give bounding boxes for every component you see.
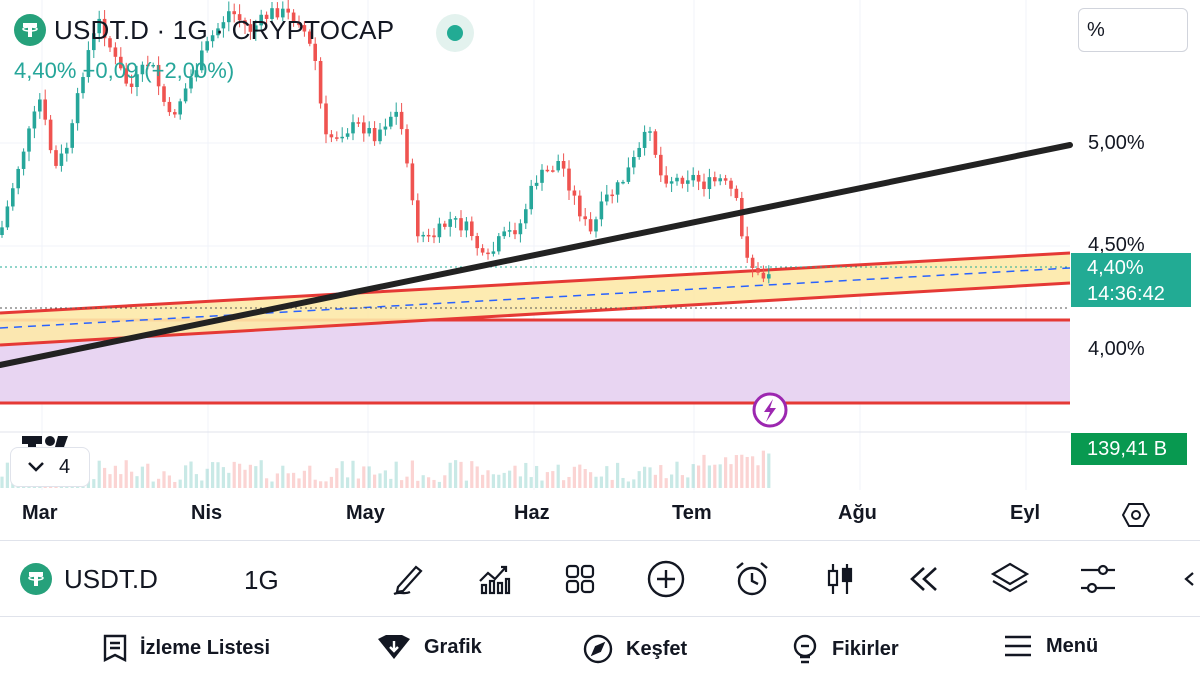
percent-scale-button[interactable]: % xyxy=(1078,8,1188,52)
volume-bars xyxy=(0,450,771,488)
channel-mid-line xyxy=(0,267,1071,329)
templates-icon[interactable] xyxy=(560,559,600,599)
toolbar-symbol: USDT.D xyxy=(64,563,158,594)
candle-style-icon[interactable] xyxy=(820,559,860,599)
channel-lower-line xyxy=(0,281,1071,347)
time-label-eyl: Eyl xyxy=(1010,502,1041,524)
price-change: 4,40% +0,09 (+2,00%) xyxy=(14,58,235,83)
time-label-agu: Ağu xyxy=(838,502,877,524)
nav-menu[interactable]: Menü xyxy=(1002,633,1098,659)
indicators-collapse-button[interactable]: 4 xyxy=(10,447,90,487)
time-label-mar: Mar xyxy=(22,502,58,524)
time-label-nis: Nis xyxy=(191,502,223,524)
nav-explore[interactable]: Keşfet xyxy=(582,633,687,665)
lightbulb-icon xyxy=(793,634,817,664)
nav-watchlist-label: İzleme Listesi xyxy=(140,636,271,659)
market-status-icon[interactable] xyxy=(436,14,474,52)
black-trend-line xyxy=(0,142,1073,368)
current-price: 4,40% xyxy=(1087,257,1144,279)
flash-marker-icon[interactable] xyxy=(752,392,788,428)
nav-menu-label: Menü xyxy=(1046,634,1099,657)
nav-explore-label: Keşfet xyxy=(626,637,688,660)
chart-title[interactable]: USDT.D · 1G · CRYPTOCAP xyxy=(54,14,395,45)
chart-toolbar: USDT.D 1G xyxy=(0,540,1200,617)
time-label-haz: Haz xyxy=(514,502,550,524)
price-chart[interactable] xyxy=(0,0,1200,540)
nav-watchlist[interactable]: İzleme Listesi xyxy=(102,633,270,663)
watchlist-icon xyxy=(103,634,127,662)
draw-icon[interactable] xyxy=(388,559,428,599)
price-label-4: 4,00% xyxy=(1088,338,1145,360)
nav-chart[interactable]: Grafik xyxy=(376,633,482,661)
add-icon[interactable] xyxy=(646,559,686,599)
candles xyxy=(0,0,771,284)
price-label-5: 5,00% xyxy=(1088,132,1145,154)
time-label-tem: Tem xyxy=(672,502,712,524)
indicator-count: 4 xyxy=(59,455,71,478)
hamburger-icon xyxy=(1005,635,1031,657)
replay-icon[interactable] xyxy=(904,559,944,599)
volume-tag: 139,41 B xyxy=(1071,433,1187,465)
bottom-navigation: İzleme Listesi Grafik Keşfet Fikirler Me… xyxy=(0,616,1200,676)
chevron-left-icon[interactable] xyxy=(1176,559,1200,599)
symbol-header: USDT.D · 1G · CRYPTOCAP xyxy=(14,14,394,46)
chart-settings-icon[interactable] xyxy=(1121,502,1151,533)
channel-upper-line xyxy=(0,251,1071,315)
layers-icon[interactable] xyxy=(990,559,1030,599)
interval-selector[interactable]: 1G xyxy=(244,565,279,595)
compass-icon xyxy=(583,634,613,664)
symbol-selector[interactable]: USDT.D xyxy=(20,563,158,595)
tether-logo-icon xyxy=(20,563,52,595)
chart-nav-icon xyxy=(378,635,410,659)
price-label-45: 4,50% xyxy=(1088,234,1145,256)
current-price-tag: 4,40% 14:36:42 xyxy=(1071,253,1191,307)
bar-countdown: 14:36:42 xyxy=(1087,283,1165,305)
nav-ideas[interactable]: Fikirler xyxy=(790,633,899,665)
indicators-icon[interactable] xyxy=(474,559,514,599)
tether-logo-icon xyxy=(14,14,46,46)
chevron-down-icon xyxy=(28,462,44,472)
yellow-channel xyxy=(0,253,1070,345)
nav-ideas-label: Fikirler xyxy=(832,637,899,660)
settings-icon[interactable] xyxy=(1078,559,1118,599)
time-label-may: May xyxy=(346,502,385,524)
alert-icon[interactable] xyxy=(732,559,772,599)
nav-chart-label: Grafik xyxy=(424,635,482,658)
